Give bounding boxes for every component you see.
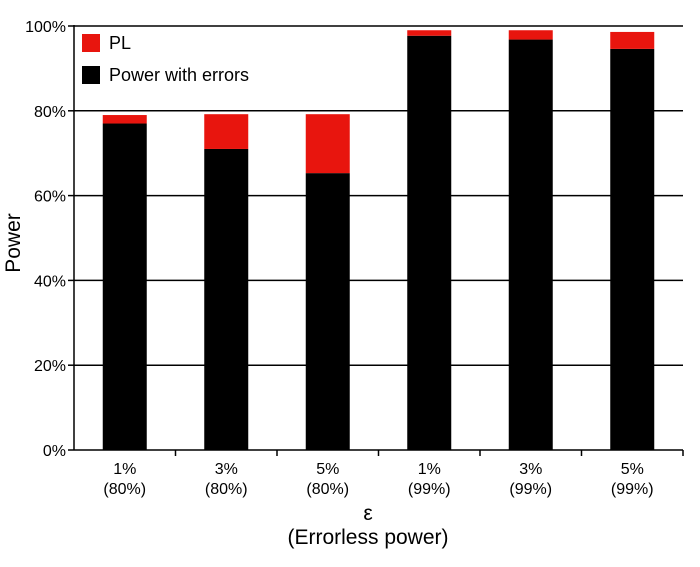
bar-pl (508, 30, 553, 40)
bar-pl (610, 31, 655, 49)
y-tick-label: 100% (25, 19, 66, 36)
x-tick-label: 3% (215, 461, 238, 478)
x-tick-label-sub: (80%) (306, 481, 349, 498)
x-axis-title-symbol: ε (363, 502, 372, 525)
x-tick-label-sub: (80%) (205, 481, 248, 498)
x-tick-label: 5% (316, 461, 339, 478)
x-tick-label-sub: (99%) (611, 481, 654, 498)
x-tick-label: 3% (519, 461, 542, 478)
legend-label: PL (109, 33, 131, 53)
bar-pl (305, 114, 350, 174)
y-tick-label: 20% (34, 358, 66, 375)
x-tick-label: 1% (113, 461, 136, 478)
x-tick-label: 1% (418, 461, 441, 478)
bar-power-with-errors (508, 39, 553, 451)
x-tick-label-sub: (99%) (408, 481, 451, 498)
y-tick-label: 60% (34, 189, 66, 206)
x-axis-ticks: 1% (80%) 3% (80%) 5% (80%) 1% (99%) 3% (99%) 5% (99… (103, 450, 684, 498)
legend-swatch (82, 66, 100, 84)
bar-pl (204, 114, 249, 149)
bars (102, 30, 655, 451)
y-axis-title: Power (2, 213, 25, 273)
bar-power-with-errors (204, 148, 249, 450)
y-tick-label: 40% (34, 273, 66, 290)
x-tick-label-sub: (80%) (103, 481, 146, 498)
bar-power-with-errors (305, 173, 350, 451)
legend: PL Power with errors (82, 33, 249, 85)
bar-pl (407, 30, 452, 36)
legend-label: Power with errors (109, 65, 249, 85)
bar-power-with-errors (610, 48, 655, 451)
x-tick-label-sub: (99%) (509, 481, 552, 498)
y-axis-ticks: 0% 20% 40% 60% 80% 100% (25, 19, 74, 460)
bar-power-with-errors (102, 123, 147, 451)
gridlines (74, 25, 683, 366)
x-axis-title: (Errorless power) (287, 526, 448, 549)
x-tick-label: 5% (621, 461, 644, 478)
y-tick-label: 80% (34, 104, 66, 121)
y-tick-label: 0% (43, 443, 66, 460)
legend-swatch (82, 34, 100, 52)
bar-power-with-errors (407, 35, 452, 450)
bar-pl (102, 115, 147, 124)
